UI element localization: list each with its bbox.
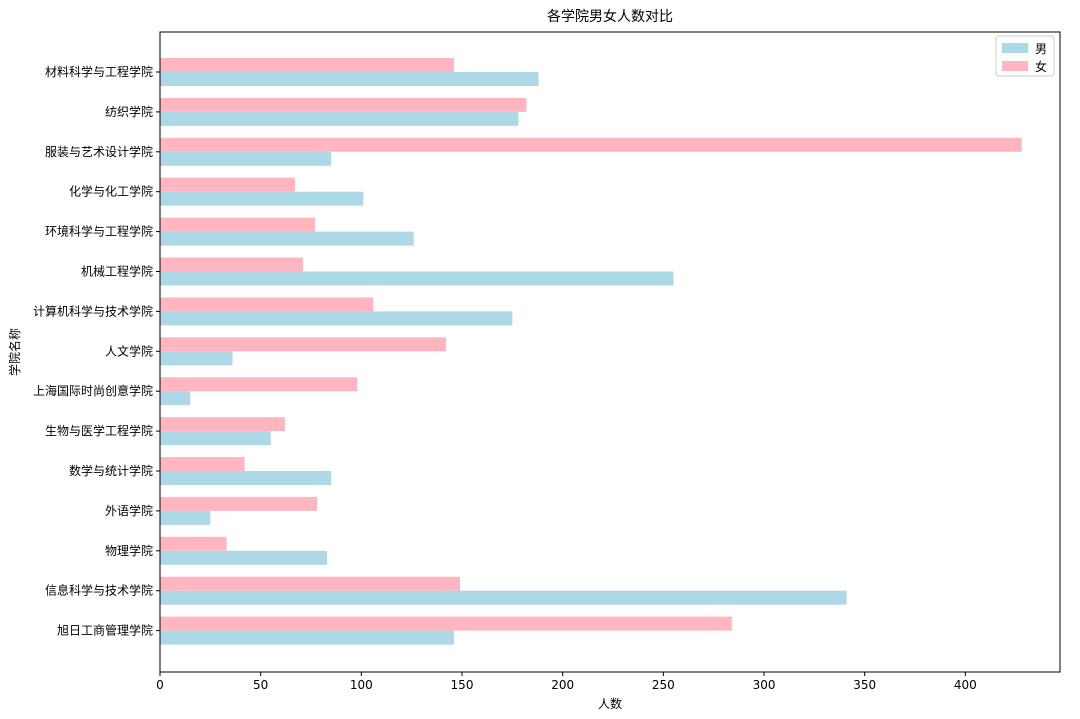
legend-swatch [1002, 43, 1028, 53]
chart-title: 各学院男女人数对比 [547, 8, 673, 25]
y-tick-label: 环境科学与工程学院 [45, 224, 153, 239]
x-tick-label: 400 [954, 678, 977, 692]
bar-female [160, 257, 303, 272]
y-axis-label: 学院名称 [7, 328, 22, 376]
legend-swatch [1002, 61, 1028, 71]
x-tick-label: 150 [451, 678, 474, 692]
x-axis-label: 人数 [598, 696, 622, 711]
legend: 男女 [995, 35, 1055, 77]
x-tick-label: 300 [753, 678, 776, 692]
bar-female [160, 97, 527, 112]
bar-male [160, 431, 271, 446]
bar-female [160, 536, 227, 551]
bar-male [160, 471, 332, 485]
bar-male [160, 590, 847, 605]
bar-male [160, 271, 674, 286]
bar-male [160, 111, 519, 126]
bar-female [160, 58, 454, 72]
x-tick-label: 200 [551, 678, 574, 692]
y-tick-label: 化学与化工学院 [69, 184, 153, 199]
x-axis-ticks: 0 50 100 150 200 250 300 350 400 [156, 672, 977, 692]
bar-male [160, 391, 191, 406]
y-tick-label: 生物与医学工程学院 [45, 423, 153, 438]
bar-female [160, 616, 732, 631]
y-tick-label: 计算机科学与技术学院 [33, 303, 153, 318]
bar-male [160, 191, 364, 206]
y-axis-ticks: 材料科学与工程学院纺织学院服装与艺术设计学院化学与化工学院环境科学与工程学院机械… [33, 64, 160, 638]
bar-male [160, 630, 454, 645]
x-tick-label: 0 [156, 678, 164, 692]
bar-male [160, 72, 539, 86]
bar-male [160, 510, 211, 525]
bar-male [160, 151, 332, 166]
y-tick-label: 材料科学与工程学院 [45, 64, 153, 79]
bar-male [160, 311, 513, 326]
bar-male [160, 351, 233, 366]
y-tick-label: 外语学院 [105, 503, 153, 518]
y-tick-label: 纺织学院 [105, 104, 153, 119]
bar-female [160, 496, 318, 511]
x-tick-label: 250 [652, 678, 675, 692]
y-tick-label: 数学与统计学院 [69, 463, 153, 478]
y-tick-label: 旭日工商管理学院 [57, 623, 153, 638]
bar-female [160, 417, 285, 432]
bar-female [160, 297, 374, 312]
bar-female [160, 217, 316, 232]
bars-group [160, 58, 1022, 645]
y-tick-label: 服装与艺术设计学院 [45, 144, 153, 159]
bar-female [160, 576, 460, 591]
bar-male [160, 231, 414, 246]
plot-frame [159, 31, 1061, 673]
y-tick-label: 机械工程学院 [81, 264, 153, 279]
y-tick-label: 人文学院 [105, 343, 153, 358]
bar-female [160, 177, 295, 192]
x-tick-label: 100 [350, 678, 373, 692]
y-tick-label: 上海国际时尚创意学院 [33, 383, 153, 398]
x-tick-label: 50 [253, 678, 268, 692]
bar-female [160, 137, 1022, 152]
y-tick-label: 信息科学与技术学院 [45, 583, 153, 598]
bar-female [160, 377, 358, 392]
legend-label: 女 [1035, 59, 1047, 74]
x-tick-label: 350 [853, 678, 876, 692]
bar-male [160, 550, 328, 565]
bar-female [160, 337, 446, 352]
y-tick-label: 物理学院 [105, 543, 153, 558]
legend-label: 男 [1035, 42, 1047, 56]
bar-female [160, 457, 245, 471]
